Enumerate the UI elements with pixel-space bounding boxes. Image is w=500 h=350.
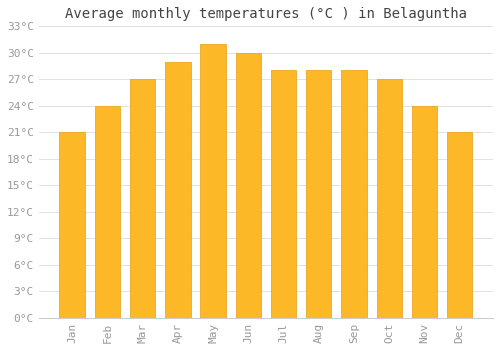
Title: Average monthly temperatures (°C ) in Belaguntha: Average monthly temperatures (°C ) in Be… [65,7,467,21]
Bar [236,53,261,318]
Bar [447,132,472,318]
Bar [130,79,156,318]
Bar [94,106,120,318]
Bar [306,70,332,318]
Bar [342,70,366,318]
Bar [271,70,296,318]
Bar [60,132,85,318]
Bar [412,106,437,318]
Bar [376,79,402,318]
Bar [165,62,190,318]
Bar [200,44,226,318]
